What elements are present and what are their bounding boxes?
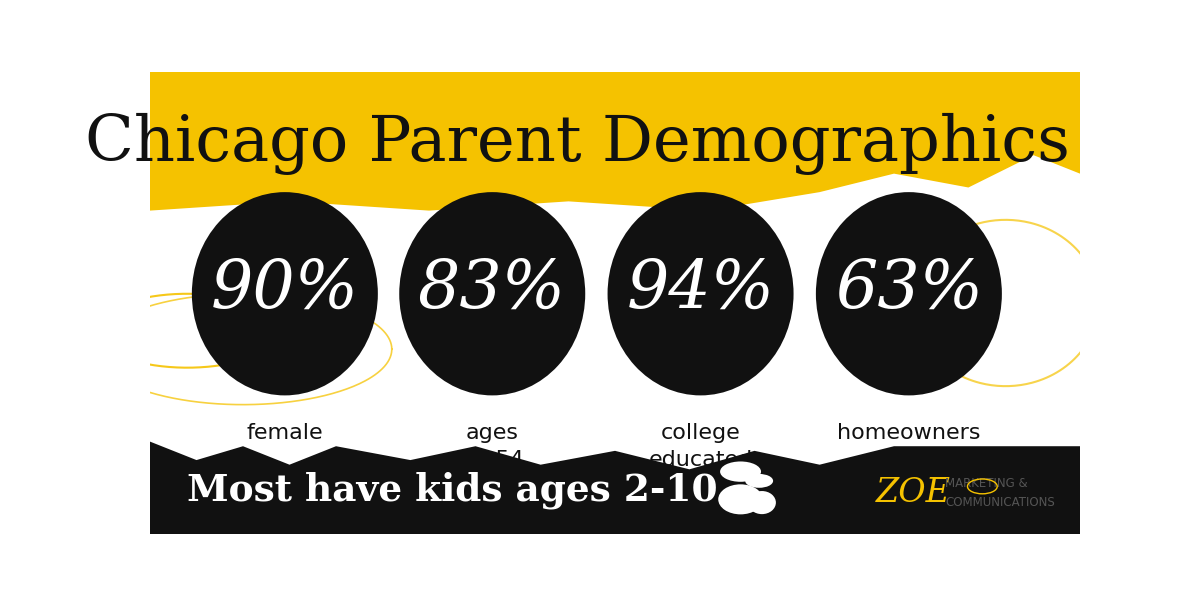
- Text: Chicago Parent Demographics: Chicago Parent Demographics: [85, 113, 1070, 175]
- Polygon shape: [968, 72, 1080, 155]
- Ellipse shape: [400, 192, 586, 395]
- Text: Most have kids ages 2-10: Most have kids ages 2-10: [187, 472, 718, 509]
- Ellipse shape: [607, 192, 793, 395]
- Polygon shape: [150, 442, 1080, 534]
- Text: 83%: 83%: [419, 257, 566, 322]
- Text: college
educated: college educated: [648, 423, 752, 470]
- Text: 94%: 94%: [626, 257, 774, 322]
- Polygon shape: [150, 72, 1080, 211]
- Ellipse shape: [816, 192, 1002, 395]
- Circle shape: [745, 474, 773, 488]
- Text: 63%: 63%: [835, 257, 983, 322]
- Circle shape: [720, 461, 761, 482]
- Text: MARKETING &
COMMUNICATIONS: MARKETING & COMMUNICATIONS: [946, 478, 1055, 509]
- Text: homeowners: homeowners: [838, 423, 980, 443]
- Text: ages
25-54: ages 25-54: [460, 423, 524, 470]
- Ellipse shape: [192, 192, 378, 395]
- Text: female: female: [246, 423, 323, 443]
- Text: 90%: 90%: [211, 257, 359, 322]
- Ellipse shape: [719, 484, 763, 514]
- Text: ZOE: ZOE: [876, 478, 950, 509]
- Ellipse shape: [748, 491, 776, 514]
